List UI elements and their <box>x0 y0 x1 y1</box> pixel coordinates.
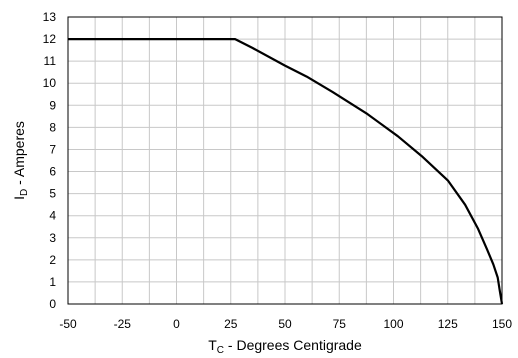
x-axis-label-sub: C <box>217 345 224 356</box>
y-axis-label-rest: - Amperes <box>11 121 27 189</box>
y-tick-label: 12 <box>43 32 57 46</box>
y-tick-label: 11 <box>44 54 57 68</box>
x-tick-label: 125 <box>438 317 458 331</box>
x-tick-label: 75 <box>333 317 347 331</box>
x-tick-label: -25 <box>114 317 132 331</box>
plot-frame <box>67 16 503 305</box>
series-line <box>68 37 504 305</box>
x-tick-label: -50 <box>59 317 77 331</box>
y-tick-label: 8 <box>49 120 56 134</box>
y-tick-label: 4 <box>49 209 56 223</box>
y-tick-label: 7 <box>49 142 56 156</box>
y-tick-label: 5 <box>49 187 56 201</box>
y-tick-label: 1 <box>49 275 56 289</box>
y-tick-label: 13 <box>43 10 57 24</box>
x-tick-label: 25 <box>224 317 238 331</box>
x-axis-label-main: T <box>208 337 217 353</box>
x-tick-label: 0 <box>173 317 180 331</box>
y-tick-label: 0 <box>49 297 56 311</box>
y-tick-label: 10 <box>43 76 57 90</box>
y-tick-label: 9 <box>49 98 56 112</box>
grid <box>68 17 502 304</box>
y-tick-label: 2 <box>49 253 56 267</box>
x-axis-label-rest: - Degrees Centigrade <box>224 337 362 353</box>
y-tick-label: 3 <box>49 231 56 245</box>
y-tick-label: 6 <box>49 165 56 179</box>
y-axis-label: ID - Amperes <box>11 121 30 200</box>
y-axis-label-sub: D <box>19 189 30 196</box>
x-axis-label: TC - Degrees Centigrade <box>208 337 362 356</box>
x-tick-label: 50 <box>278 317 292 331</box>
series-group <box>68 37 504 305</box>
y-axis-label-main: I <box>11 196 27 200</box>
x-tick-label: 100 <box>383 317 403 331</box>
x-tick-label: 150 <box>492 317 512 331</box>
x-tick-labels: -50 -25 0 25 50 75 100 125 150 <box>59 317 512 331</box>
